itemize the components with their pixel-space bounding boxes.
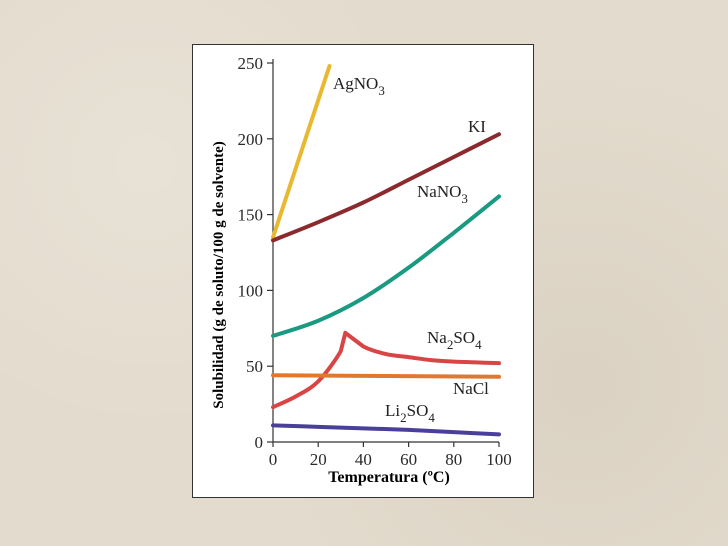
y-tick-label: 0 <box>255 433 264 452</box>
y-tick-label: 150 <box>238 206 264 225</box>
solubility-chart: 0 50 100 150 200 250 0 20 40 60 80 100 AgNO3 KI NaNO3… <box>211 54 512 486</box>
series-line-ki <box>271 132 501 243</box>
axes: 0 50 100 150 200 250 0 20 40 60 80 100 <box>238 54 512 469</box>
series-line-nano3 <box>271 194 501 338</box>
series-labels: AgNO3 KI NaNO3 Na2SO4 NaCl Li2SO4 <box>333 74 489 425</box>
series-label-ki: KI <box>468 117 486 136</box>
series-label-nacl: NaCl <box>453 379 489 398</box>
series-label-na2so4: Na2SO4 <box>427 328 482 352</box>
x-tick-label: 40 <box>355 450 372 469</box>
series-line-li2so4 <box>271 423 501 437</box>
x-tick-label: 100 <box>486 450 512 469</box>
series-line-agno3 <box>271 64 332 240</box>
x-tick-label: 80 <box>445 450 462 469</box>
y-tick-label: 250 <box>238 54 264 73</box>
x-axis-label: Temperatura (ºC) <box>328 469 450 486</box>
y-tick-label: 50 <box>246 357 263 376</box>
x-tick-label: 60 <box>400 450 417 469</box>
x-tick-label: 20 <box>310 450 327 469</box>
series-label-nano3: NaNO3 <box>417 182 468 206</box>
chart-panel: 0 50 100 150 200 250 0 20 40 60 80 100 AgNO3 KI NaNO3… <box>192 44 534 498</box>
series-line-na2so4 <box>271 330 501 410</box>
series-label-agno3: AgNO3 <box>333 74 385 98</box>
y-tick-label: 200 <box>238 130 264 149</box>
series-label-li2so4: Li2SO4 <box>385 401 435 425</box>
series-lines <box>271 64 501 437</box>
x-tick-label: 0 <box>269 450 278 469</box>
y-tick-label: 100 <box>238 281 264 300</box>
y-axis-label: Solubilidad (g de soluto/100 g de solven… <box>211 141 227 409</box>
series-line-nacl <box>271 373 501 379</box>
